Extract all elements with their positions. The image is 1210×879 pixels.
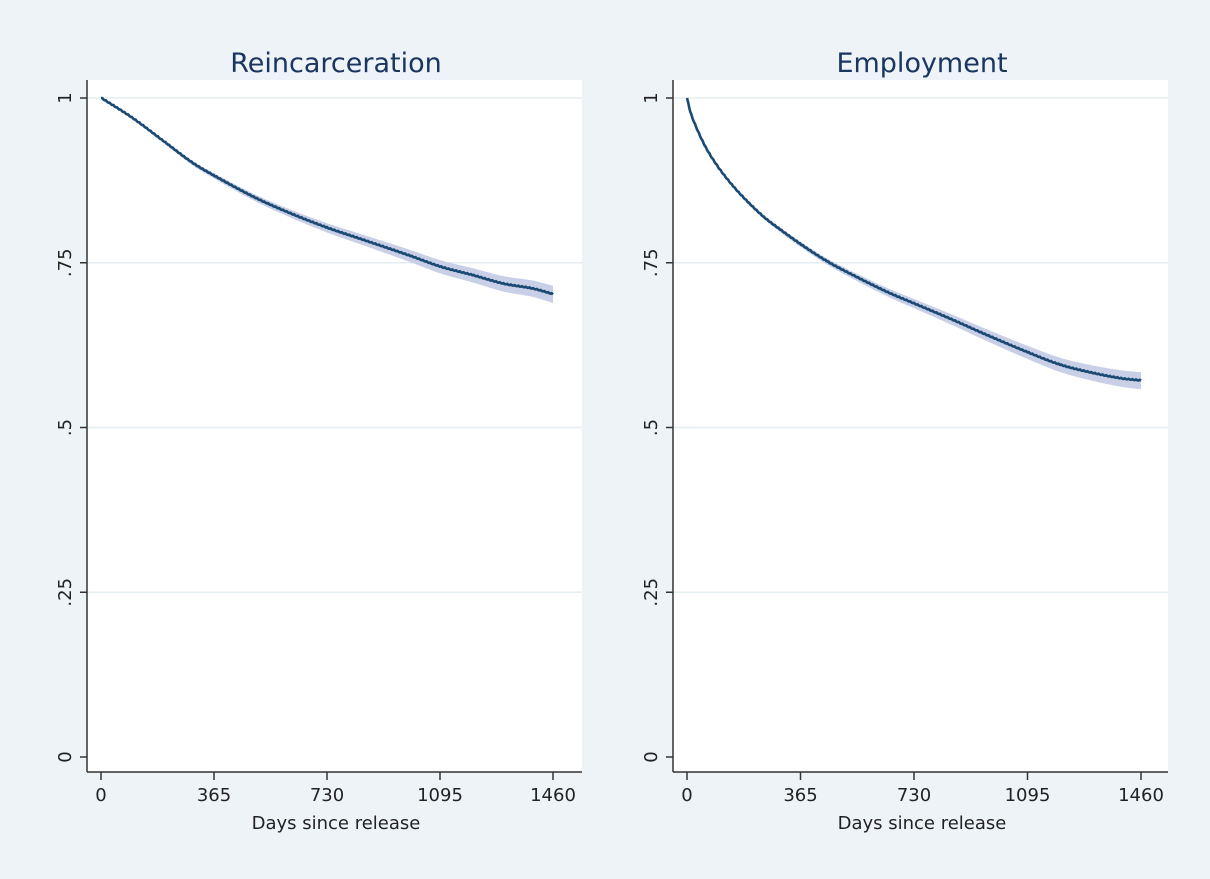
- y-ticks: 0 .25 .5 .75 1: [641, 92, 673, 763]
- survival-curve: [100, 96, 554, 296]
- y-tick-label: 1: [55, 92, 76, 103]
- y-tick-label: .5: [55, 419, 76, 436]
- x-tick-label: 1095: [1005, 785, 1051, 806]
- y-tick-label: .5: [641, 419, 662, 436]
- x-tick-label: 0: [681, 785, 692, 806]
- x-tick-label: 1095: [417, 785, 463, 806]
- y-tick-label: .25: [641, 578, 662, 607]
- panel-reincarceration: 0 .25 .5 .75 1 0 365 730 1095 1460 Reincarcerati…: [55, 48, 582, 834]
- plot-area: [673, 80, 1168, 772]
- y-tick-label: 0: [55, 751, 76, 762]
- y-tick-label: 1: [641, 92, 662, 103]
- survival-curve: [685, 97, 1142, 382]
- x-tick-label: 0: [95, 785, 106, 806]
- x-tick-label: 730: [310, 785, 344, 806]
- x-tick-label: 1460: [1118, 785, 1164, 806]
- x-ticks: 0 365 730 1095 1460: [681, 772, 1164, 806]
- x-tick-label: 365: [197, 785, 231, 806]
- gridlines: [87, 97, 582, 593]
- x-ticks: 0 365 730 1095 1460: [95, 772, 576, 806]
- panel-employment: 0 .25 .5 .75 1 0 365 730 1095 1460 Employment Da…: [641, 48, 1168, 834]
- y-ticks: 0 .25 .5 .75 1: [55, 92, 87, 763]
- y-tick-label: 0: [641, 751, 662, 762]
- y-tick-label: .75: [641, 248, 662, 277]
- gridlines: [673, 97, 1168, 593]
- x-axis-title: Days since release: [252, 813, 421, 834]
- panel-title: Reincarceration: [230, 48, 442, 79]
- x-tick-label: 730: [897, 785, 931, 806]
- x-axis-title: Days since release: [838, 813, 1007, 834]
- confidence-band: [101, 97, 553, 303]
- x-tick-label: 1460: [530, 785, 576, 806]
- panel-title: Employment: [836, 48, 1007, 79]
- y-tick-label: .75: [55, 248, 76, 277]
- plot-area: [87, 80, 582, 772]
- y-tick-label: .25: [55, 578, 76, 607]
- x-tick-label: 365: [783, 785, 817, 806]
